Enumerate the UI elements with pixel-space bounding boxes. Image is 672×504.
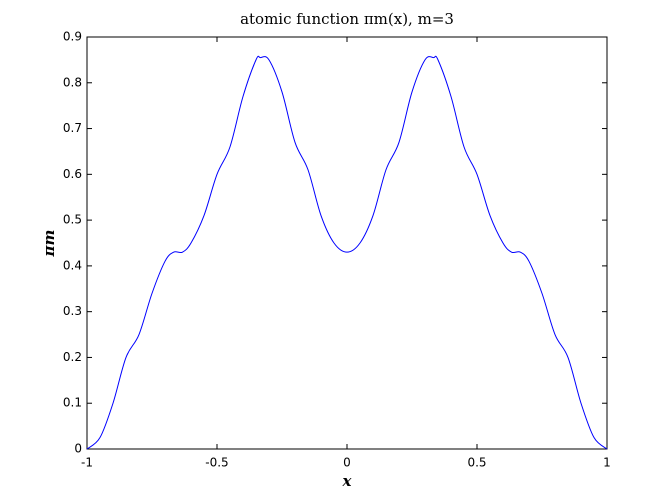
y-tick-label: 0 [74,442,82,456]
plot-box [86,36,608,450]
y-axis-label: πm [40,230,58,258]
y-tick-label: 0.1 [63,396,82,410]
x-tick-label: -0.5 [205,456,228,470]
y-tick-label: 0.8 [63,75,82,89]
x-tick-label: -1 [81,456,93,470]
y-tick-label: 0.6 [63,167,82,181]
x-axis-label: x [342,472,353,490]
y-tick-label: 0.9 [63,30,82,44]
chart-title: atomic function πm(x), m=3 [240,10,454,28]
y-tick-label: 0.5 [63,213,82,227]
y-tick-label: 0.7 [63,121,82,135]
x-tick-label: 1 [603,456,611,470]
y-tick-label: 0.2 [63,350,82,364]
y-tick-label: 0.3 [63,304,82,318]
y-tick-label: 0.4 [63,258,82,272]
data-line [86,55,608,450]
x-tick-label: 0 [343,456,351,470]
x-tick-label: 0.5 [467,456,486,470]
